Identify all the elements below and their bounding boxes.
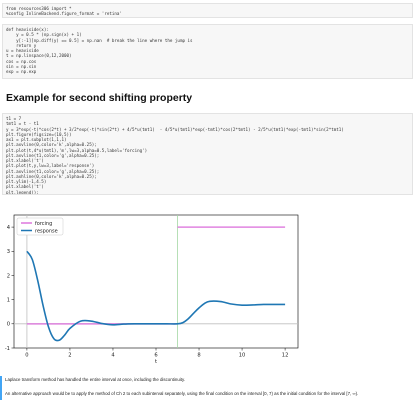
code-cell-plot[interactable]: t1 = 7 tmt1 = t - t1 y = 3*exp(-t)*cos(2*t… bbox=[2, 113, 413, 195]
selected-cell-indicator bbox=[0, 376, 2, 400]
code-line: exp = np.exp bbox=[6, 69, 37, 74]
code-line: tmt1 = t - t1 bbox=[6, 121, 39, 127]
code-line: plt.xlabel('t') bbox=[6, 158, 44, 163]
x-tick-label: 4 bbox=[111, 353, 115, 359]
code-line: plt.axvline(0,color='k',alpha=0.25); bbox=[6, 142, 97, 148]
code-line: y = 0.5 * (np.sign(x) + 1) bbox=[6, 32, 82, 38]
x-tick-label: 0 bbox=[25, 353, 28, 359]
code-line: plt.figure(figsize=(10,5)) bbox=[6, 131, 72, 137]
code-line: plt.axvline(t1,color='g',alpha=0.25); bbox=[6, 152, 100, 158]
code-line: plt.legend(); bbox=[6, 189, 39, 195]
code-line: def heaviside(x): bbox=[6, 27, 49, 32]
y-tick-label: 0 bbox=[7, 322, 10, 328]
code-editor[interactable]: def heaviside(x): y = 0.5 * (np.sign(x) … bbox=[3, 25, 412, 76]
code-line: plt.ylim(-1,4.5) bbox=[6, 179, 47, 184]
code-line: plt.axhline(0,color='k',alpha=0.25); bbox=[6, 173, 97, 179]
legend-response-label: response bbox=[35, 228, 58, 234]
code-line: plt.plot(t,4*u(tmt1),'m',lw=3,alpha=0.5,… bbox=[6, 147, 148, 153]
response-series-line bbox=[26, 250, 286, 342]
code-cell-heaviside[interactable]: def heaviside(x): y = 0.5 * (np.sign(x) … bbox=[2, 24, 413, 79]
x-tick-label: 8 bbox=[197, 353, 200, 359]
code-line: cos = np.cos bbox=[6, 58, 37, 64]
x-tick-label: 6 bbox=[154, 353, 157, 359]
plot-area bbox=[13, 214, 299, 349]
code-line: t1 = 7 bbox=[6, 116, 22, 121]
code-line: return y bbox=[6, 42, 37, 48]
code-line: plt.xlabel('t') bbox=[6, 184, 44, 190]
code-line: plt.axvline(t1,color='g',alpha=0.25); bbox=[6, 168, 100, 174]
code-line: plt.plot(t,y,lw=3,label='response') bbox=[6, 163, 95, 169]
code-cell-imports[interactable]: from resources306 import * %config Inline… bbox=[2, 3, 413, 18]
code-editor[interactable]: from resources306 import * %config Inline… bbox=[3, 4, 412, 17]
code-line: from resources306 import * bbox=[6, 6, 72, 11]
x-tick-label: 2 bbox=[68, 353, 71, 359]
y-tick-label: 4 bbox=[7, 225, 11, 231]
code-line: t = np.linspace(0,12,2000) bbox=[6, 53, 72, 59]
x-axis-label: t bbox=[155, 359, 157, 365]
code-editor[interactable]: t1 = 7 tmt1 = t - t1 y = 3*exp(-t)*cos(2*t… bbox=[3, 114, 412, 195]
code-line: %config InlineBackend.figure_format = 'r… bbox=[6, 11, 122, 17]
code-line: y[:-1][np.diff(y) == 0.5] = np.nan # bre… bbox=[6, 37, 193, 43]
x-tick-label: 10 bbox=[239, 353, 246, 359]
code-line: ax1 = plt.subplot(1,1,1) bbox=[6, 137, 67, 142]
code-line: sin = np.sin bbox=[6, 63, 37, 69]
x-tick-label: 12 bbox=[282, 353, 289, 359]
code-line: y = 3*exp(-t)*cos(2*t) + 3/2*exp(-t)*sin… bbox=[6, 126, 344, 132]
y-tick-label: -1 bbox=[5, 346, 10, 352]
y-tick-label: 2 bbox=[7, 273, 10, 279]
legend-forcing-label: forcing bbox=[35, 221, 52, 227]
code-line: u = heaviside bbox=[6, 48, 39, 53]
y-tick-label: 3 bbox=[7, 249, 10, 255]
markdown-text-1: Laplace transform method has handled the… bbox=[5, 377, 186, 382]
y-tick-label: 1 bbox=[7, 297, 10, 303]
markdown-text-2: An alternative approach would be to appl… bbox=[5, 391, 359, 396]
section-heading: Example for second shifting property bbox=[6, 92, 193, 104]
